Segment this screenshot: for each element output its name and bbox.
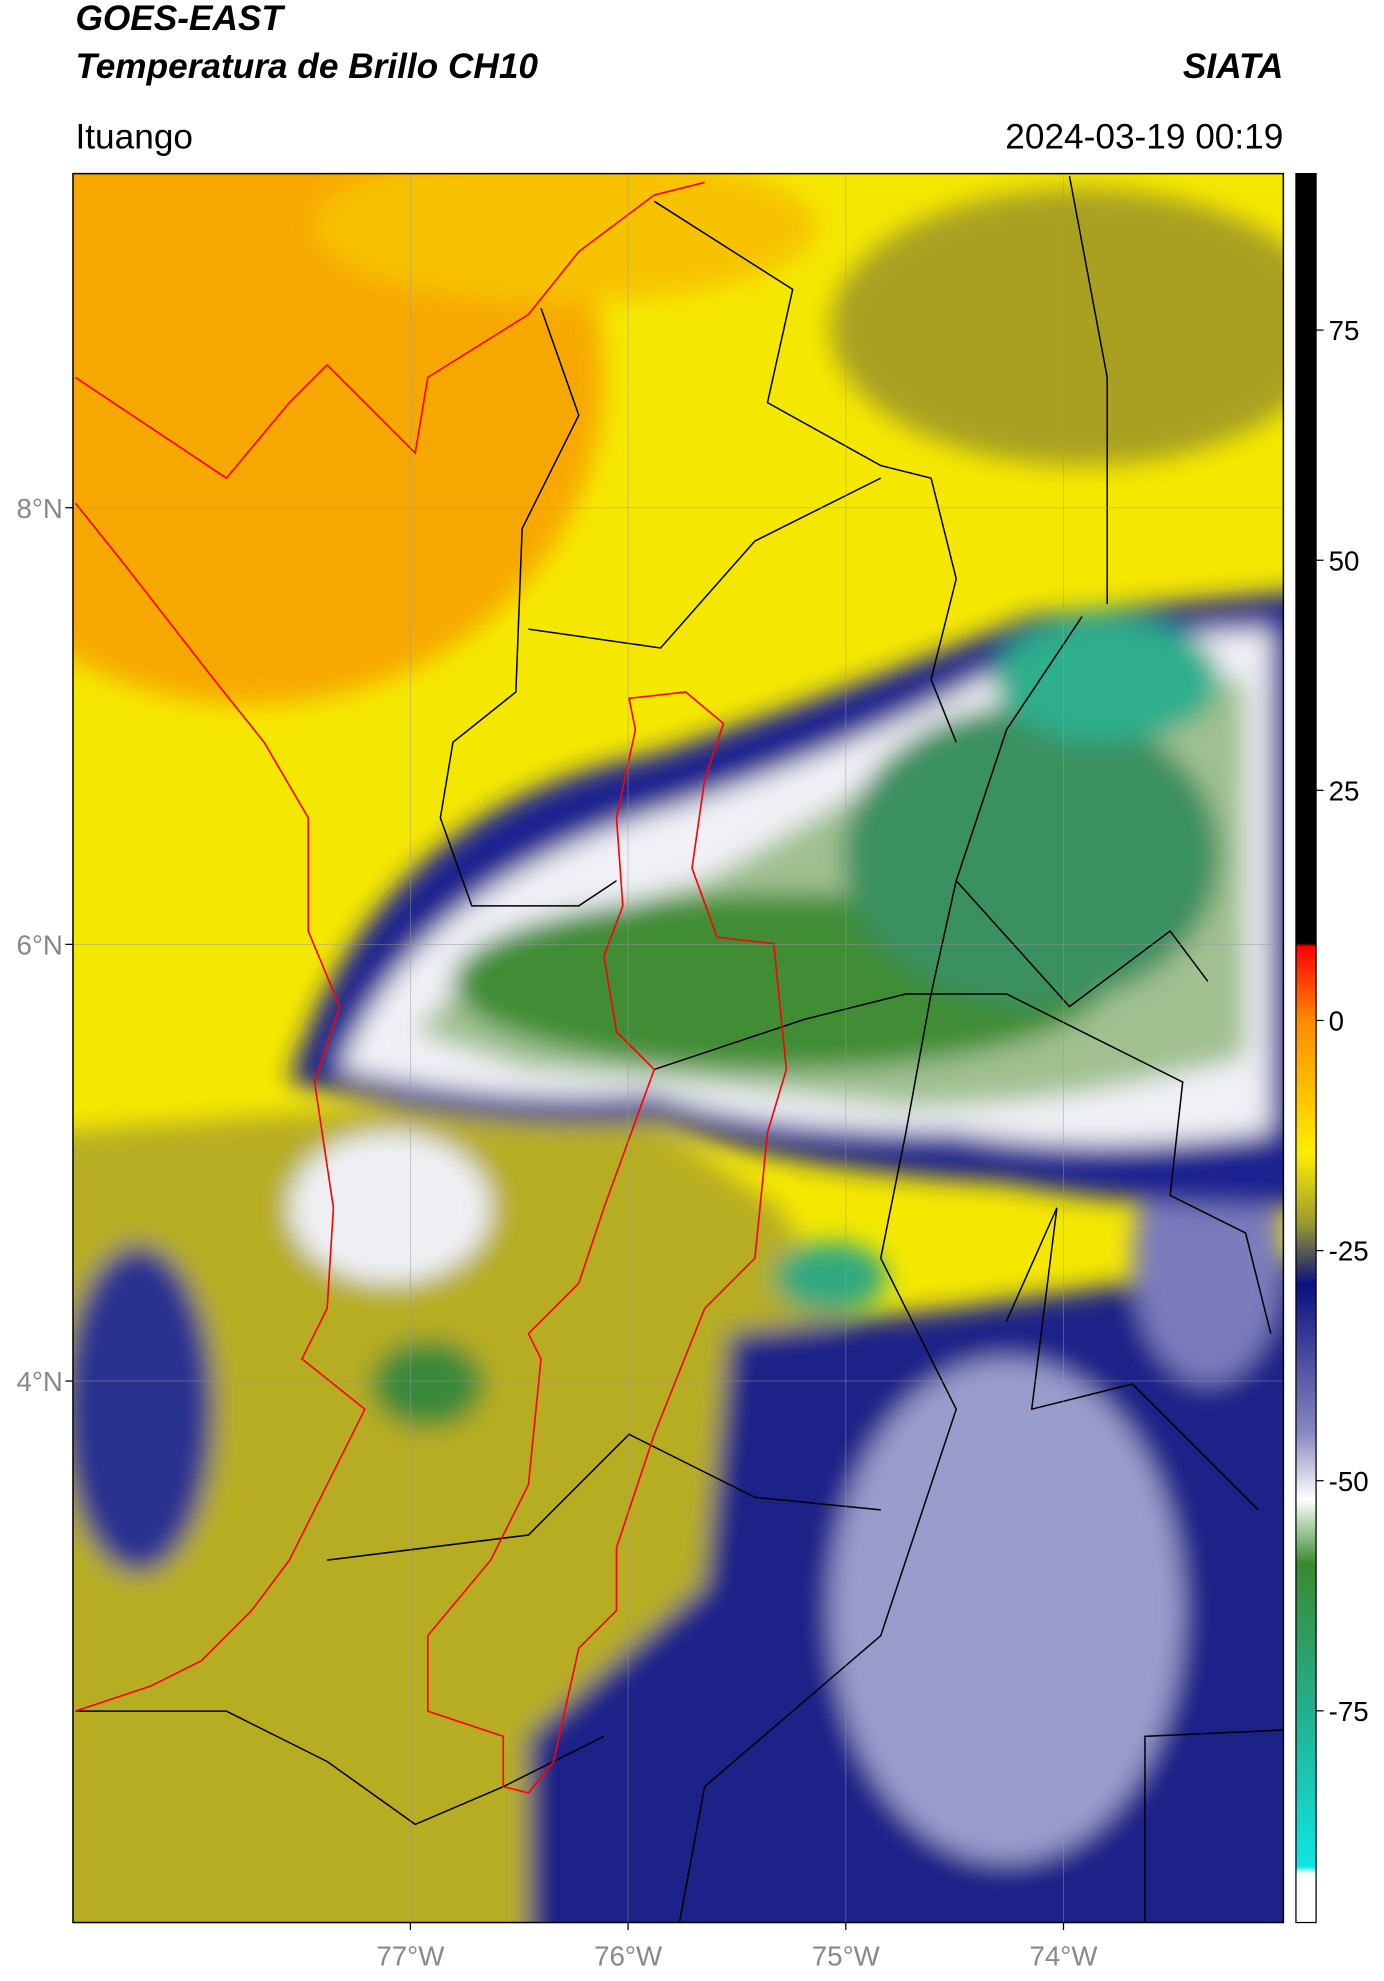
x-tick-label: 77°W bbox=[376, 1940, 445, 1971]
coastline bbox=[75, 181, 705, 480]
location: Ituango bbox=[75, 117, 193, 156]
x-tick-label: 76°W bbox=[594, 1940, 663, 1971]
colorbar-tick-label: -25 bbox=[1329, 1236, 1369, 1267]
colorbar bbox=[1295, 173, 1317, 1924]
border-line bbox=[439, 308, 617, 907]
datetime: 2024-03-19 00:19 bbox=[1005, 117, 1283, 156]
coast-and-basin bbox=[74, 181, 788, 1794]
grid-layer bbox=[72, 173, 1284, 1923]
cloud bbox=[72, 1245, 214, 1573]
border-line bbox=[1005, 1207, 1259, 1511]
border-line bbox=[1144, 1729, 1284, 1923]
cloud bbox=[289, 1132, 491, 1284]
y-tick-label: 4°N bbox=[16, 1366, 62, 1397]
border-line bbox=[653, 200, 958, 743]
cloud bbox=[371, 1339, 485, 1429]
borders bbox=[75, 176, 1284, 1923]
colorbar-tick-label: 0 bbox=[1329, 1006, 1344, 1037]
source: SIATA bbox=[1183, 47, 1283, 86]
cloud bbox=[773, 1241, 888, 1313]
warm-region bbox=[314, 173, 818, 302]
warm-region bbox=[72, 173, 604, 705]
border-line bbox=[528, 477, 882, 649]
title: GOES-EAST bbox=[75, 0, 285, 38]
border-line bbox=[654, 993, 1272, 1334]
cloud-field bbox=[72, 173, 1284, 1923]
border-line bbox=[955, 880, 1209, 1008]
cloud bbox=[830, 188, 1284, 466]
colorbar-tick-label: 75 bbox=[1329, 315, 1360, 346]
border-line bbox=[327, 1433, 881, 1561]
colorbar-tick-label: -50 bbox=[1329, 1466, 1369, 1497]
cloud bbox=[830, 1358, 1183, 1863]
colorbar-tick-label: 25 bbox=[1329, 775, 1360, 806]
subtitle: Temperatura de Brillo CH10 bbox=[75, 47, 538, 86]
x-tick-label: 75°W bbox=[812, 1940, 881, 1971]
colorbar-tick-label: 50 bbox=[1329, 545, 1360, 576]
coastline bbox=[74, 502, 366, 1712]
border-line bbox=[678, 616, 1083, 1923]
border-line bbox=[75, 1710, 605, 1826]
y-tick-label: 8°N bbox=[16, 493, 62, 524]
border-line bbox=[1068, 176, 1108, 604]
x-tick-label: 74°W bbox=[1030, 1940, 1099, 1971]
map-image bbox=[72, 173, 1284, 1923]
cloud bbox=[842, 704, 1221, 1007]
y-tick-label: 6°N bbox=[16, 929, 62, 960]
colorbar-tick-label: -75 bbox=[1329, 1696, 1369, 1727]
map-frame bbox=[72, 172, 1285, 1924]
basin-outline bbox=[426, 691, 788, 1794]
cloud bbox=[993, 616, 1221, 743]
